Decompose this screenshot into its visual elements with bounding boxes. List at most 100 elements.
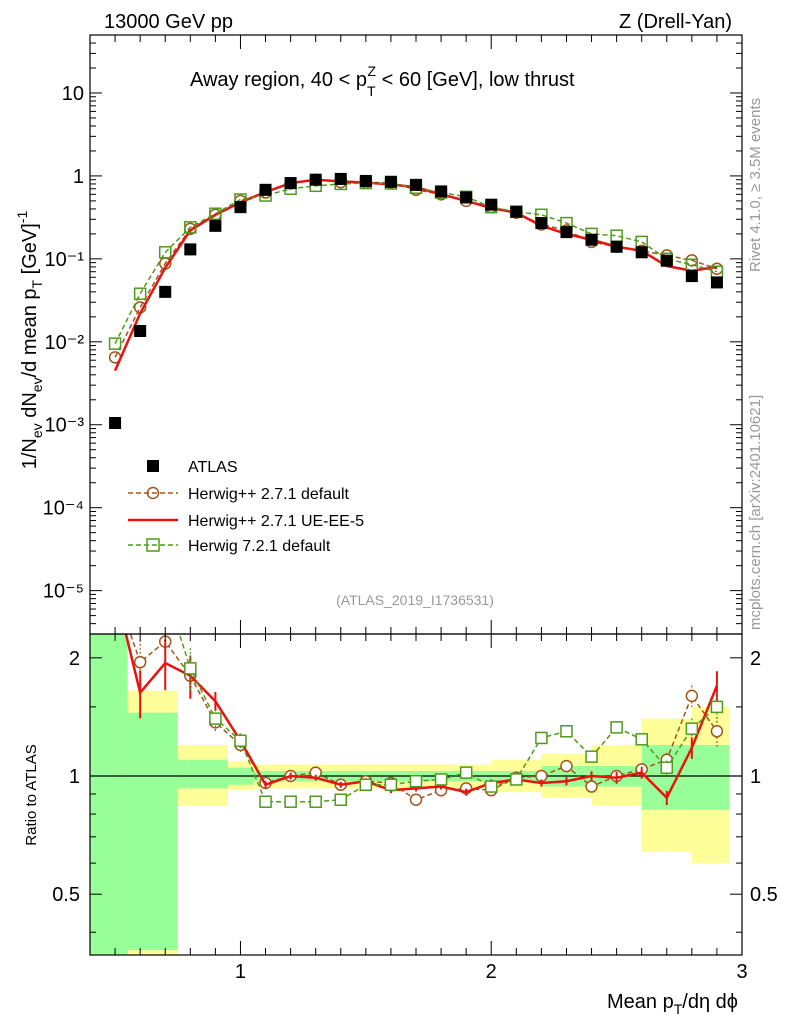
ratio-plot-area [90,584,742,955]
atlas-data-point [259,183,272,196]
atlas-data-point [159,285,172,298]
ratio-point-herwig7 [535,731,548,745]
atlas-data-point [485,198,498,211]
ratio-ylabel: Ratio to ATLAS [23,744,40,845]
atlas-data-point [660,254,673,267]
atlas-data-point [134,324,147,337]
xtick-label: 3 [736,961,747,983]
ratio-point-herwig7 [384,778,398,792]
plot-title: Away region, 40 < pTZ < 60 [GeV], low th… [190,63,575,99]
main-ytick-label: 10 [62,83,84,105]
main-ytick-label: 1 [73,166,84,188]
ratio-point-herwig7 [560,725,573,738]
ratio-point-herwig7 [334,793,348,807]
ratio-point-herwigpp-default [685,689,699,703]
ratio-band-green [127,712,178,951]
ratio-point-herwig7 [484,780,498,793]
main-plot-area [108,172,724,429]
main-point-herwig7 [108,337,122,350]
main-ytick-label: 10⁻⁴ [43,498,84,520]
ratio-ytick-label: 0.5 [52,884,80,906]
ratio-ytick-label: 1 [69,766,80,788]
ratio-point-herwig7 [635,733,648,746]
right-title: Z (Drell-Yan) [619,11,732,33]
ratio-point-herwig7 [660,761,674,774]
ratio-point-herwigpp-default [560,759,573,773]
main-ytick-label: 10⁻⁵ [43,581,84,603]
atlas-data-point [234,201,247,214]
ratio-ytick-label: 2 [69,648,80,670]
ratio-point-herwigpp-default [409,793,423,807]
legend-herwig7-marker [146,538,160,552]
main-series-line [113,178,718,372]
ratio-point-herwig7 [184,662,197,675]
legend-herwigpp-default-label: Herwig++ 2.7.1 default [188,486,350,503]
main-point-herwig7 [133,287,147,300]
ratio-point-herwig7 [409,774,423,788]
ratio-band-green [90,634,128,955]
ratio-point-herwig7 [710,700,724,714]
legend-herwigpp-default-marker [146,486,160,500]
legend-atlas-label: ATLAS [188,459,238,476]
mcplots-label: mcplots.cern.ch [arXiv:2401.10621] [747,395,764,630]
ratio-band-green [177,759,228,789]
atlas-data-point [284,177,297,190]
ratio-point-herwig7 [284,795,297,808]
ratio-point-herwigpp-default [133,655,147,669]
ratio-ytick-label-right: 0.5 [750,884,778,906]
ratio-point-herwig7 [309,795,322,808]
ratio-point-herwig7 [359,778,373,792]
atlas-data-point [209,219,222,232]
ratio-point-herwig7 [459,766,473,779]
main-ylabel: 1/Nev dNev/d mean pT [GeV]-1 [14,211,45,470]
ratio-point-herwig7 [135,595,146,606]
atlas-data-point [359,174,372,187]
ratio-ytick-label-right: 1 [750,766,761,788]
atlas-data-point [184,243,197,256]
main-series-line [114,182,718,344]
legend-ueee5-label: Herwig++ 2.7.1 UE-EE-5 [188,513,364,530]
rivet-label: Rivet 4.1.0, ≥ 3.5M events [747,98,764,272]
ratio-point-herwig7 [685,722,699,735]
main-ytick-label: 10⁻² [45,332,85,354]
ratio-point-herwig7 [510,773,523,786]
main-point-herwig7 [158,246,172,259]
main-ytick-label: 10⁻¹ [45,249,85,271]
atlas-data-point [560,226,573,239]
ratio-band-green [641,744,730,810]
left-title: 13000 GeV pp [104,11,233,33]
atlas-data-point [635,246,648,259]
atlas-data-point [435,185,448,198]
atlas-data-point [334,172,347,185]
ratio-point-herwig7 [259,795,272,808]
main-ytick-label: 10⁻³ [45,415,85,437]
ratio-point-herwigpp-default [710,725,724,738]
ratio-point-herwig7 [160,584,171,595]
atlas-data-point [610,240,623,253]
legend-herwig7-label: Herwig 7.2.1 default [188,538,331,555]
atlas-data-point [585,233,598,246]
atlas-data-point [710,276,723,289]
atlas-data-point [309,173,322,186]
atlas-data-point [410,178,422,191]
atlas-data-point [109,416,122,429]
main-point-herwig7 [184,221,197,234]
ratio-point-herwig7 [610,721,623,734]
xlabel: Mean pT/dη dϕ [607,991,738,1017]
atlas-data-point [460,191,473,204]
ratio-point-herwig7 [110,584,121,595]
atlas-data-point [384,175,397,188]
analysis-id: (ATLAS_2019_I1736531) [336,592,494,608]
ratio-point-herwig7 [585,750,598,763]
main-series-line [114,178,718,358]
atlas-data-point [685,270,698,283]
ratio-point-herwig7 [209,712,222,725]
legend: ATLAS Herwig++ 2.7.1 default Herwig++ 2.… [128,459,364,555]
ratio-point-herwigpp-default [585,780,598,793]
ratio-ytick-label-right: 2 [750,648,761,670]
xtick-label: 2 [486,961,497,983]
xtick-label: 1 [235,961,246,983]
main-point-herwig7 [209,207,222,220]
ratio-point-herwig7 [434,773,448,786]
